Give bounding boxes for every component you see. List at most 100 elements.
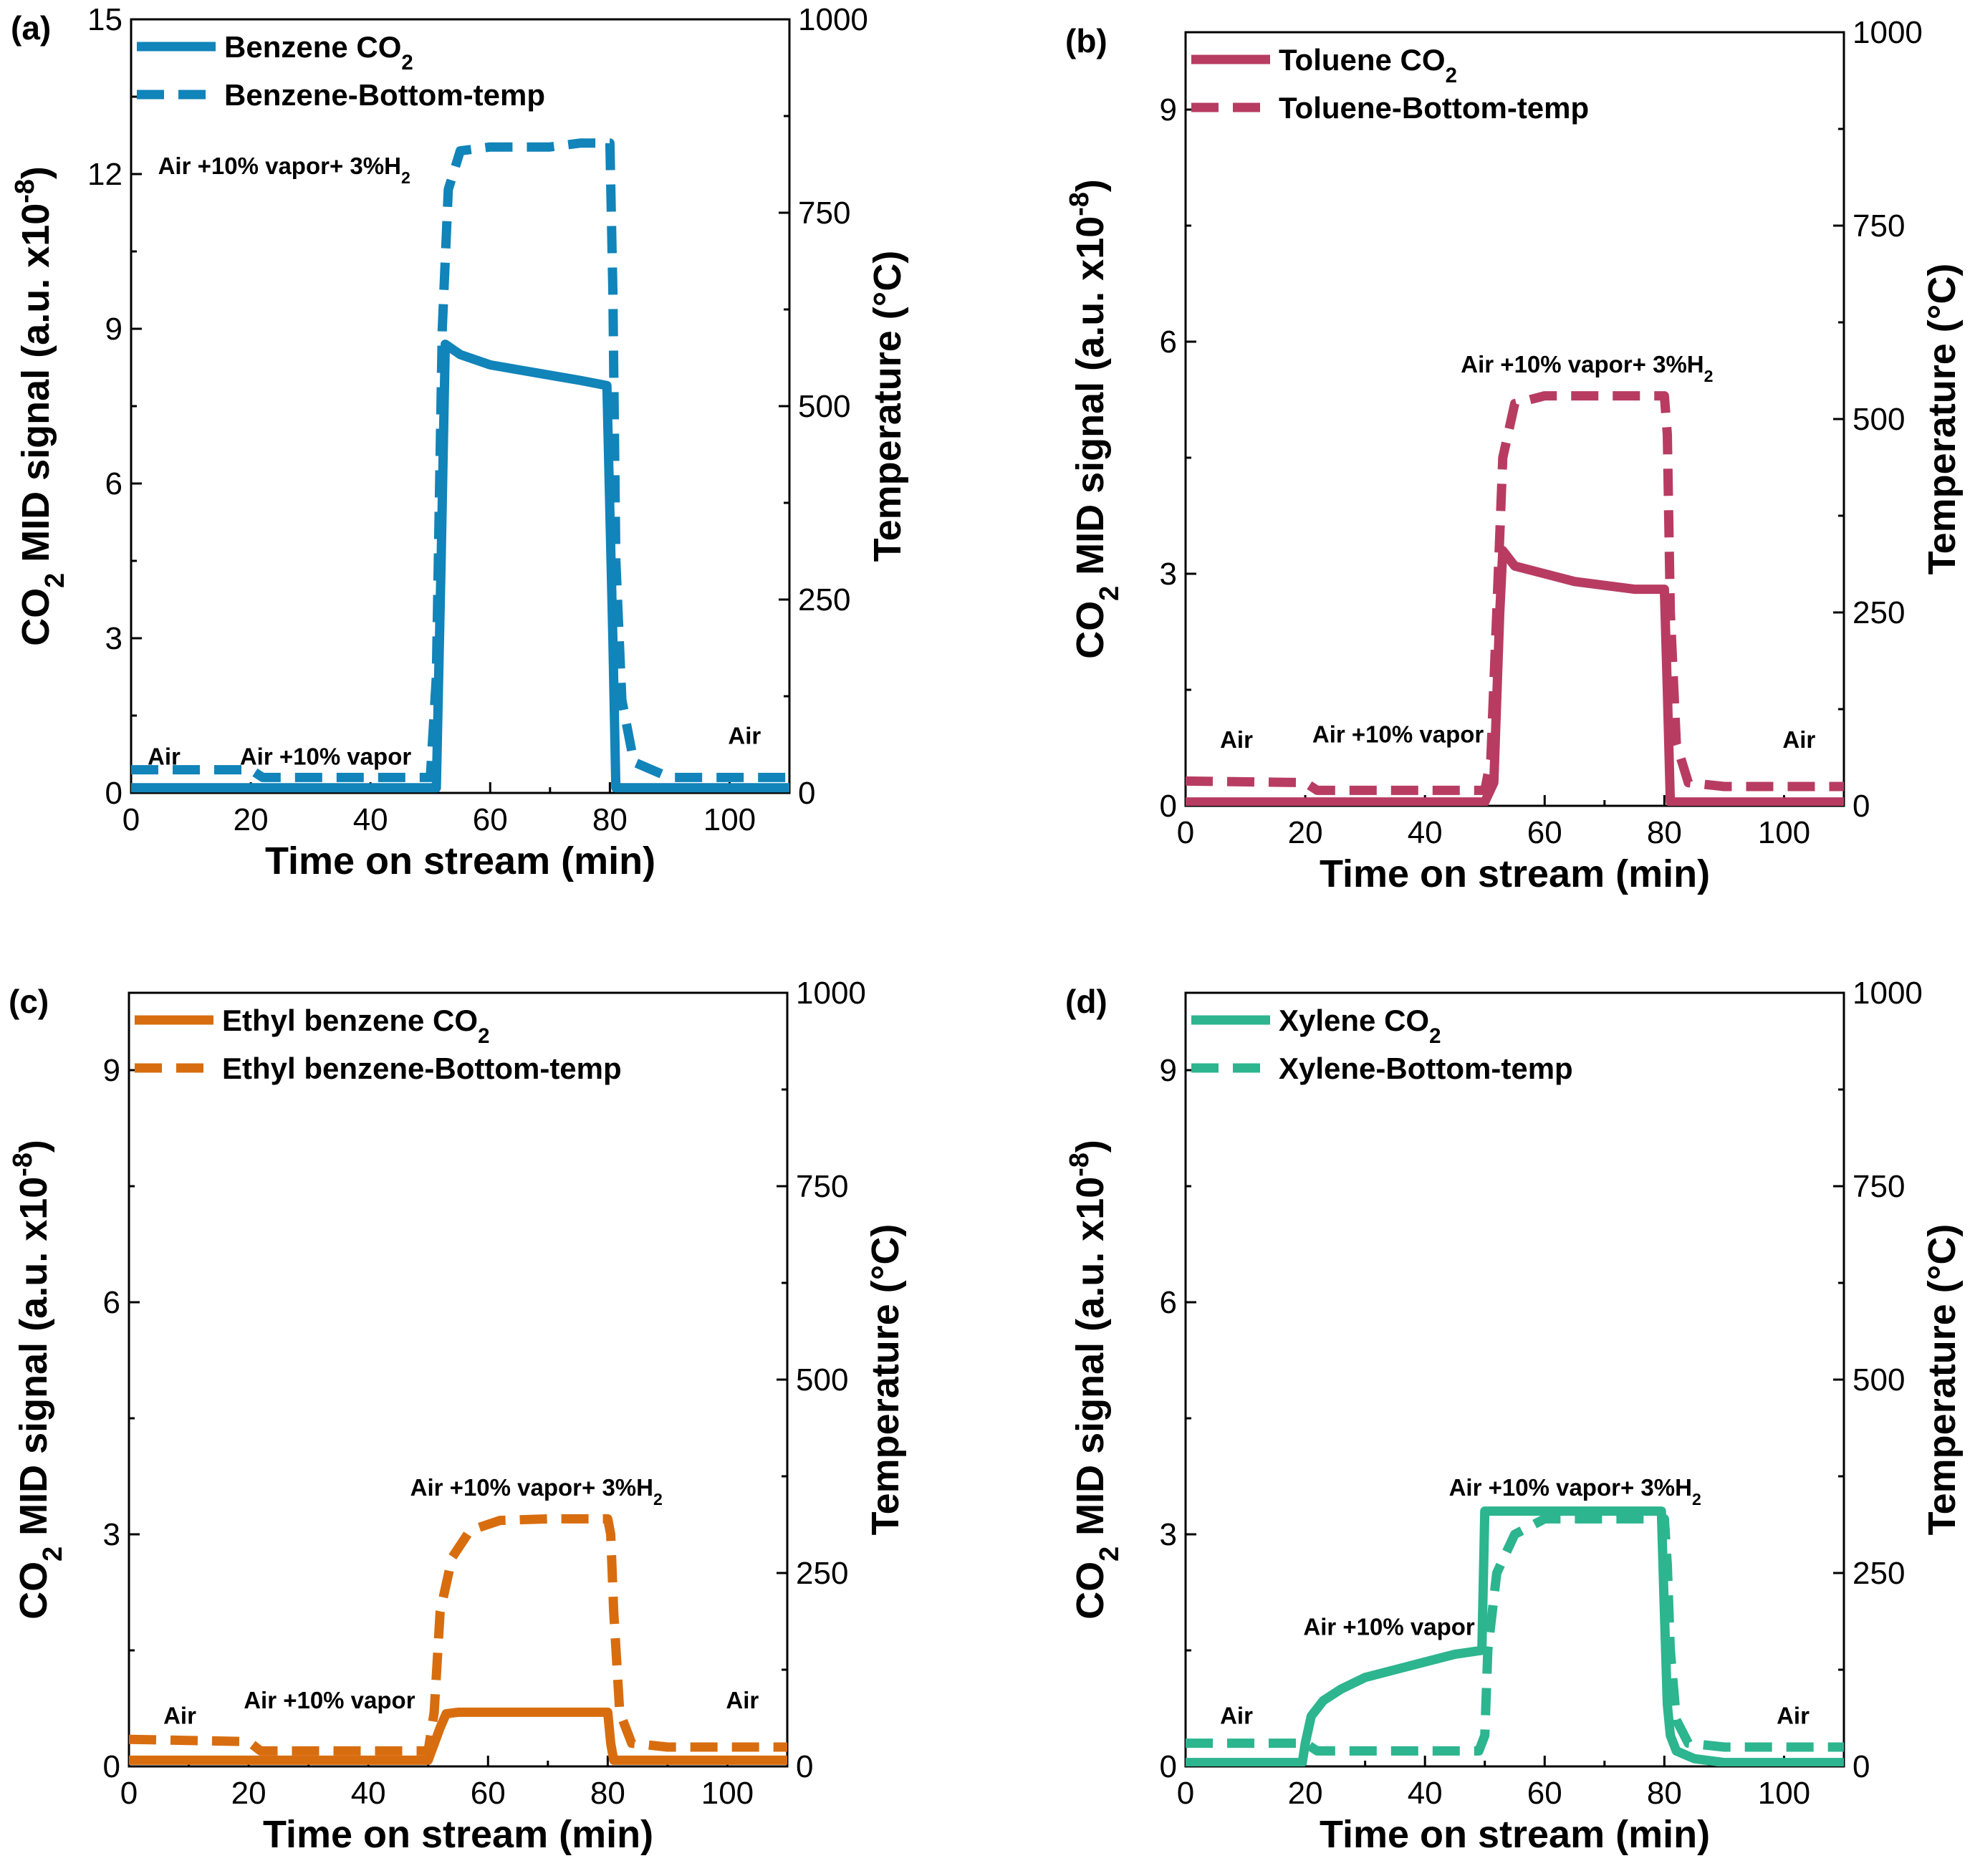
y-left-tick-label: 6 — [1160, 1285, 1177, 1320]
x-axis-title: Time on stream (min) — [263, 1813, 653, 1856]
x-tick-label: 40 — [1408, 1776, 1443, 1811]
y-right-tick-label: 750 — [796, 1169, 848, 1204]
y-left-tick-label: 15 — [87, 2, 122, 37]
y-right-axis-title: Temperature (°C) — [1921, 264, 1964, 575]
y-left-axis-title: CO2 MID signal (a.u. x10-8) — [1065, 179, 1125, 659]
x-tick-label: 60 — [1527, 815, 1562, 850]
annotation-h2: Air +10% vapor+ 3%H2 — [1449, 1474, 1701, 1509]
y-right-tick-label: 750 — [1853, 1169, 1905, 1204]
x-tick-label: 60 — [1527, 1776, 1562, 1811]
y-right-tick-label: 750 — [798, 196, 850, 231]
x-tick-label: 100 — [1758, 815, 1810, 850]
co2-series-line — [1186, 1506, 1844, 1766]
y-right-tick-label: 1000 — [1853, 976, 1923, 1011]
x-tick-label: 0 — [120, 1776, 138, 1811]
annotation-air-end: Air — [1777, 1703, 1810, 1729]
co2-series-line — [129, 1707, 787, 1765]
y-left-tick-label: 6 — [103, 1285, 120, 1320]
plot-frame — [130, 18, 791, 794]
legend-label-temp: Benzene-Bottom-temp — [224, 78, 545, 112]
annotation-h2: Air +10% vapor+ 3%H2 — [158, 153, 410, 187]
y-left-tick-label: 3 — [1160, 557, 1177, 592]
y-right-tick-label: 500 — [1853, 402, 1905, 437]
x-tick-label: 0 — [1177, 1776, 1194, 1811]
temperature-series-line — [129, 1514, 787, 1756]
annotation-air-start: Air — [1220, 726, 1253, 753]
annotation-air-end: Air — [1782, 726, 1815, 753]
y-left-axis-title: CO2 MID signal (a.u. x10-8) — [1065, 1140, 1125, 1620]
x-tick-label: 40 — [1408, 815, 1443, 850]
co2-series-line — [1186, 546, 1844, 806]
temperature-series-line — [1186, 391, 1844, 795]
x-tick-label: 20 — [1288, 1776, 1323, 1811]
y-left-tick-label: 3 — [1160, 1517, 1177, 1552]
annotation-vapor: Air +10% vapor — [1303, 1613, 1475, 1640]
y-right-axis-title: Temperature (°C) — [1921, 1224, 1964, 1536]
legend-label-temp: Xylene-Bottom-temp — [1279, 1052, 1573, 1085]
legend-label-co2: Xylene CO2 — [1279, 1004, 1441, 1048]
x-tick-label: 80 — [592, 802, 628, 837]
y-right-tick-label: 0 — [1853, 1749, 1870, 1784]
annotation-air-end: Air — [726, 1687, 759, 1713]
y-right-axis-title: Temperature (°C) — [866, 251, 909, 562]
y-right-tick-label: 1000 — [796, 976, 866, 1011]
y-left-tick-label: 6 — [1160, 324, 1177, 360]
x-axis-title: Time on stream (min) — [1320, 852, 1710, 895]
legend-label-temp: Ethyl benzene-Bottom-temp — [222, 1052, 622, 1085]
temperature-series-line — [1186, 1514, 1844, 1756]
x-axis-title: Time on stream (min) — [1320, 1813, 1710, 1856]
annotation-vapor: Air +10% vapor — [240, 743, 412, 769]
x-tick-label: 100 — [703, 802, 756, 837]
x-tick-label: 20 — [231, 1776, 266, 1811]
panel-label: (d) — [1065, 983, 1107, 1020]
annotation-vapor: Air +10% vapor — [244, 1687, 415, 1713]
y-left-tick-label: 9 — [105, 312, 122, 347]
temperature-series-line — [131, 138, 789, 782]
y-right-tick-label: 250 — [796, 1556, 848, 1591]
y-right-tick-label: 500 — [798, 389, 850, 424]
y-right-tick-label: 0 — [1853, 789, 1870, 824]
plot-frame — [128, 991, 789, 1768]
y-right-tick-label: 250 — [798, 582, 850, 617]
y-left-tick-label: 12 — [87, 157, 122, 192]
plot-frame — [1184, 991, 1845, 1768]
y-right-tick-label: 250 — [1853, 595, 1905, 630]
y-right-tick-label: 500 — [796, 1362, 848, 1398]
y-right-tick-label: 1000 — [1853, 15, 1923, 50]
y-right-tick-label: 0 — [798, 776, 815, 811]
y-left-tick-label: 9 — [103, 1053, 120, 1088]
legend-label-co2: Benzene CO2 — [224, 30, 413, 74]
panel-label: (a) — [11, 9, 51, 47]
x-tick-label: 80 — [1647, 1776, 1682, 1811]
y-right-tick-label: 250 — [1853, 1556, 1905, 1591]
annotation-air-end: Air — [728, 723, 761, 749]
y-left-tick-label: 0 — [105, 776, 122, 811]
x-tick-label: 100 — [701, 1776, 754, 1811]
y-right-axis-title: Temperature (°C) — [864, 1224, 907, 1536]
x-tick-label: 40 — [353, 802, 388, 837]
y-right-tick-label: 1000 — [798, 2, 868, 37]
y-right-tick-label: 0 — [796, 1749, 813, 1784]
y-right-tick-label: 500 — [1853, 1362, 1905, 1398]
y-left-axis-title: CO2 MID signal (a.u. x10-8) — [8, 1140, 68, 1620]
x-axis-title: Time on stream (min) — [265, 840, 655, 882]
x-tick-label: 80 — [1647, 815, 1682, 850]
y-left-tick-label: 0 — [1160, 789, 1177, 824]
y-left-axis-title: CO2 MID signal (a.u. x10-8) — [10, 166, 70, 646]
y-left-tick-label: 6 — [105, 466, 122, 501]
legend-label-temp: Toluene-Bottom-temp — [1279, 91, 1589, 125]
x-tick-label: 80 — [590, 1776, 625, 1811]
x-tick-label: 40 — [351, 1776, 386, 1811]
x-tick-label: 20 — [1288, 815, 1323, 850]
x-tick-label: 100 — [1758, 1776, 1810, 1811]
x-tick-label: 0 — [122, 802, 140, 837]
x-tick-label: 60 — [473, 802, 508, 837]
y-left-tick-label: 0 — [103, 1749, 120, 1784]
y-left-tick-label: 9 — [1160, 1053, 1177, 1088]
chart-panel-a: (a)0 20 40 60 80 1000369121502505007501000Tim… — [10, 2, 909, 882]
x-tick-label: 60 — [471, 1776, 506, 1811]
